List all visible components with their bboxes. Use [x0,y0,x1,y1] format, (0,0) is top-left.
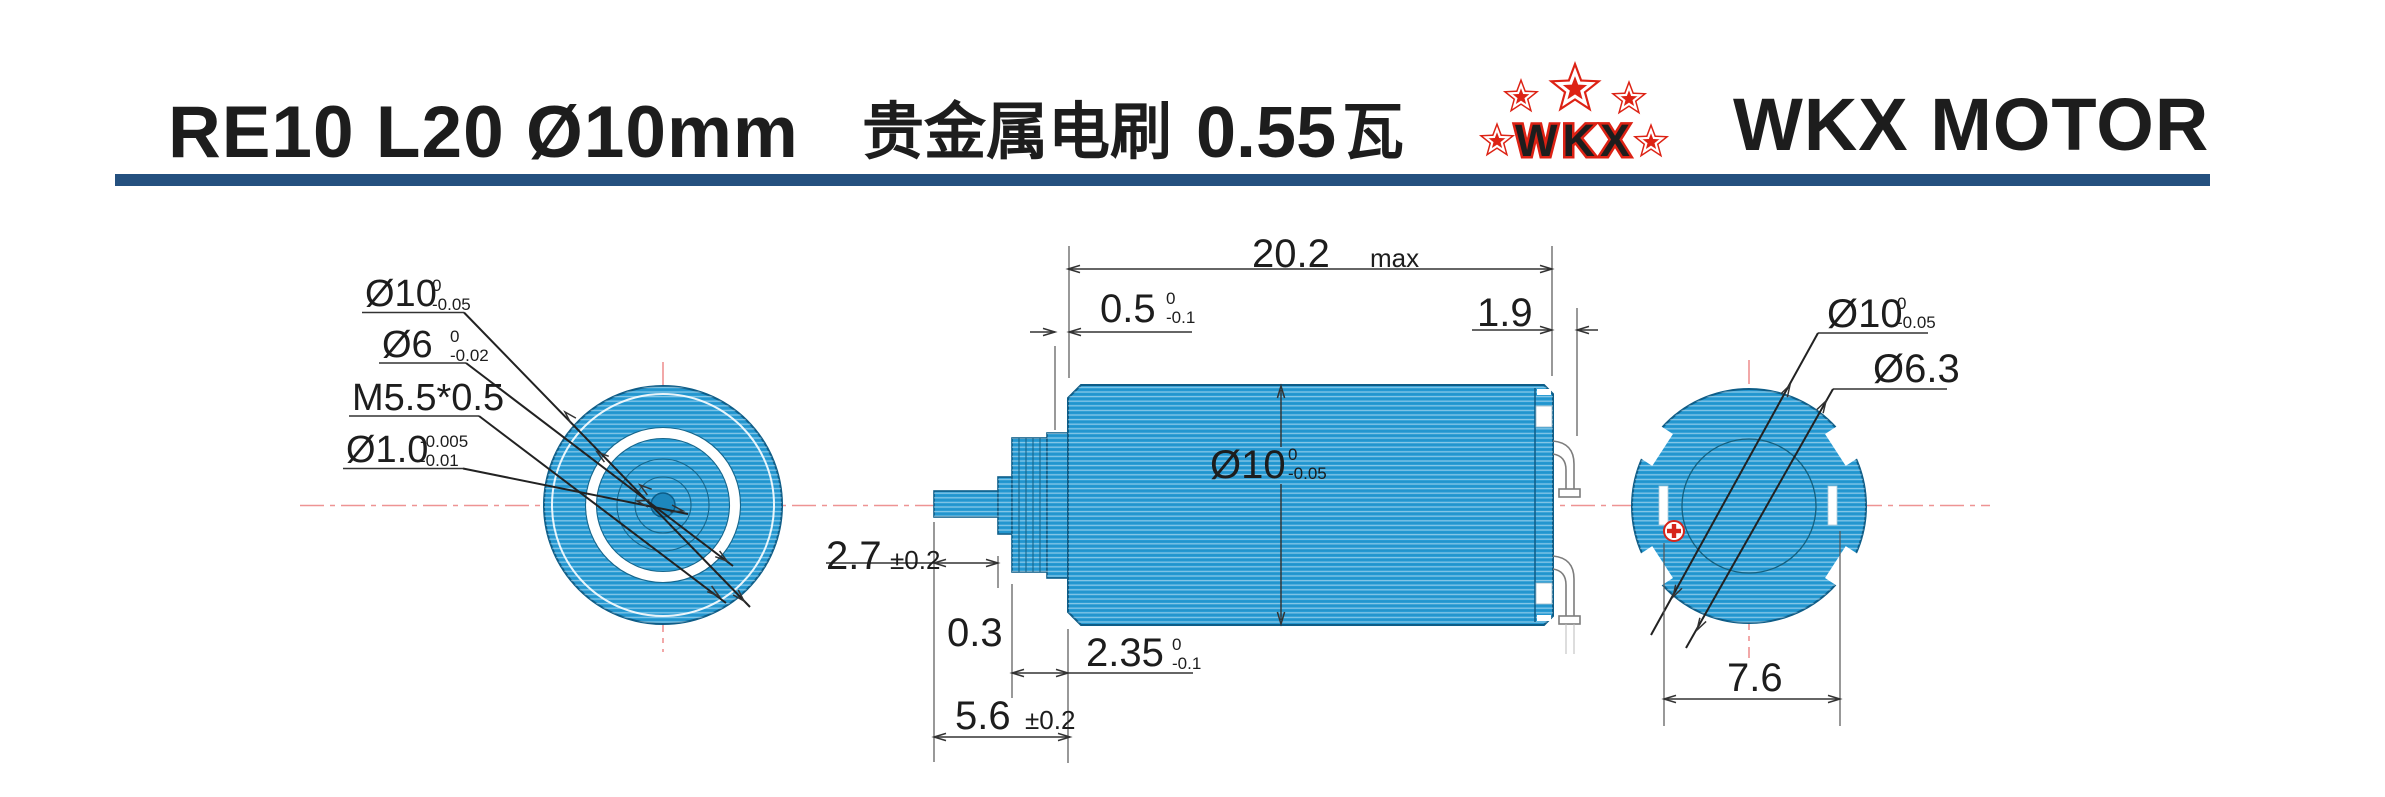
dim-terminal-spacing: 7.6 [1663,531,1841,726]
crimp-notch [1638,425,1673,466]
front-view: Ø10 0 -0.05 Ø6 0 -0.02 M5.5*0.5 Ø1.0 -0.… [343,273,783,625]
motor-body-texture [1068,385,1553,625]
logo-star-icon [1609,78,1649,117]
dim-body-diameter: Ø10 0 -0.05 [1210,385,1327,625]
front-shaft-dia-tol-top: -0.005 [420,432,468,451]
crimp-notch [1825,546,1860,587]
page-title-model: RE10 L20 Ø10mm [168,92,799,173]
motor-shaft-texture [934,433,1068,578]
page-title-brush-type: 贵金属电刷 [862,95,1172,168]
terminal-tab-bottom-inner [1552,568,1567,617]
terminal-foot-bottom [1558,615,1581,625]
front-boss-dia-label: Ø6 [382,324,433,366]
logo-initials: WKX [1515,115,1635,166]
logo-star-icon [1501,76,1541,115]
wkx-logo: WKX [1477,61,1671,169]
dim-front-section-value: 2.35 [1086,631,1164,675]
terminal-tab-bottom [1552,555,1575,617]
header: RE10 L20 Ø10mm 贵金属电刷 0.55 瓦 WKX WKX MOTO… [115,61,2210,186]
motor-terminals [1552,440,1581,654]
front-thread-circle [634,476,692,534]
dim-rear-length-value: 1.9 [1477,291,1533,335]
terminal-tab-top-inner [1552,453,1567,495]
dim-front-total-value: 5.6 [955,694,1011,738]
front-ring-outer-edge [584,426,742,584]
end-cap-notch [1535,582,1553,605]
crimp-notch [1825,425,1860,466]
front-white-ring [585,427,741,583]
front-boss-dia-tol-bottom: -0.02 [450,346,489,365]
dim-front-section-tol-bottom: -0.1 [1172,654,1201,673]
dim-boss-length: 0.5 0 -0.1 [1030,287,1195,337]
rear-crimp-notches [1638,425,1860,587]
dim-collar-length-value: 0.3 [947,611,1003,655]
dim-body-diameter-tol-top: 0 [1288,445,1297,464]
front-bearing-circle [616,458,710,552]
rear-view-callouts: Ø10 0 -0.05 Ø6.3 [1650,292,1960,649]
rear-outer-dia-tol-bottom: -0.05 [1897,313,1936,332]
front-thread-label: M5.5*0.5 [352,377,504,419]
polarity-marker [1663,520,1685,542]
front-rim-circle [551,393,775,617]
rear-cap-circle [1681,438,1817,574]
dim-front-section-tol-top: 0 [1172,635,1181,654]
extension-lines [933,246,1578,763]
brand-name: WKX MOTOR [1733,83,2209,166]
front-boss-dia-tol-top: 0 [450,327,459,346]
end-cap-notch [1535,405,1553,428]
dim-total-length-value: 20.2 [1252,232,1330,276]
dim-terminal-spacing-value: 7.6 [1727,656,1783,700]
dim-boss-length-tol-top: 0 [1166,289,1175,308]
dim-front-total-suffix: ±0.2 [1025,705,1075,735]
front-shaft-dia-label: Ø1.0 [346,429,428,471]
dim-front-section: 2.35 0 -0.1 [1011,631,1201,678]
dim-boss-length-tol-bottom: -0.1 [1166,308,1195,327]
dim-rear-length: 1.9 [1472,291,1598,335]
dim-shaft-length-suffix: ±0.2 [890,545,940,575]
dim-total-length: 20.2 max [1067,232,1553,276]
logo-star-icon [1548,61,1601,112]
dim-shaft-length-value: 2.7 [826,534,882,578]
front-view-callouts: Ø10 0 -0.05 Ø6 0 -0.02 M5.5*0.5 Ø1.0 -0.… [343,273,751,608]
terminal-slot-right [1827,485,1838,526]
dim-front-total: 5.6 ±0.2 [933,694,1075,742]
end-cap-slit [1537,389,1551,395]
dim-total-length-suffix: max [1370,243,1419,273]
side-view: 20.2 max 0.5 0 -0.1 1.9 Ø10 [826,232,1598,763]
page-title-power-unit: 瓦 [1342,95,1404,168]
dim-body-diameter-value: Ø10 [1210,443,1286,487]
dim-boss-length-value: 0.5 [1100,287,1156,331]
logo-star-icon [1631,121,1671,160]
header-divider-bar [115,174,2210,186]
front-outer-dia-tol-bottom: -0.05 [432,295,471,314]
front-shaft-dia-tol-bottom: -0.01 [420,451,459,470]
front-outer-dia-label: Ø10 [365,273,437,315]
rear-cap-dia-label: Ø6.3 [1873,347,1960,391]
terminal-slot-left [1658,485,1669,526]
rear-outer-dia-label: Ø10 [1827,292,1903,336]
rear-outer-dia-tol-top: 0 [1897,294,1906,313]
dim-shaft-length: 2.7 ±0.2 [826,534,999,578]
front-outer-dia-tol-top: 0 [432,276,441,295]
dim-body-diameter-tol-bottom: -0.05 [1288,464,1327,483]
rear-view: Ø10 0 -0.05 Ø6.3 7.6 [1631,292,1960,726]
page-title-power: 0.55 [1196,93,1336,173]
terminal-foot-top [1558,488,1581,498]
logo-star-icon [1477,120,1517,159]
end-cap-slit [1537,615,1551,621]
terminal-tab-top [1552,440,1575,495]
